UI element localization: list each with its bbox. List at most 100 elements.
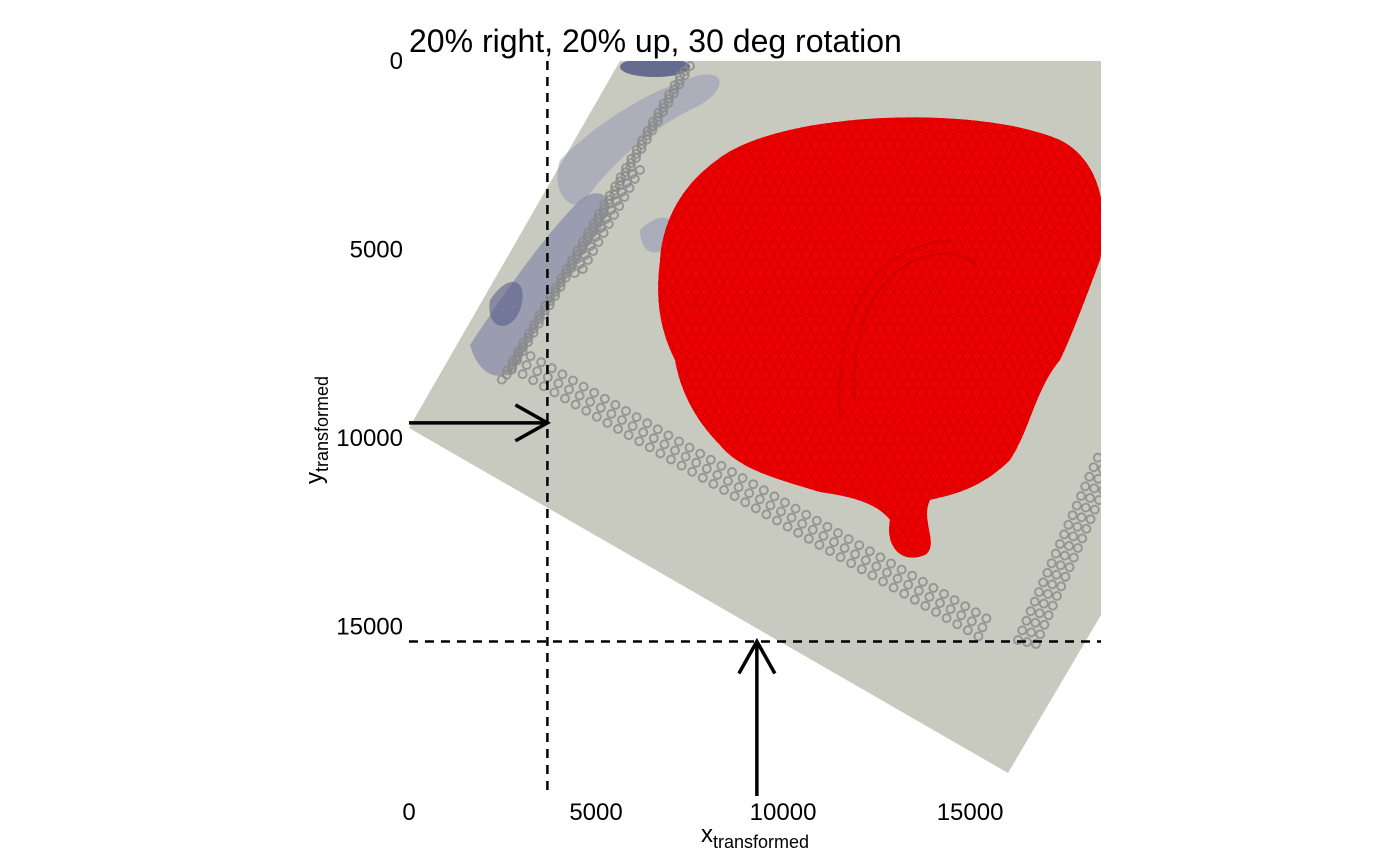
tissue-spot — [787, 333, 798, 343]
tissue-spot — [884, 508, 894, 518]
fiducial-spot — [886, 558, 896, 569]
tissue-spot — [953, 351, 963, 361]
fiducial-spot — [956, 610, 967, 621]
tissue-spot — [1100, 535, 1101, 546]
tissue-spot — [1004, 416, 1014, 426]
tissue-spot — [820, 324, 830, 334]
tissue-spot — [1064, 167, 1074, 177]
tissue-spot — [1059, 268, 1069, 279]
tissue-spot — [981, 370, 991, 380]
tissue-spot — [783, 158, 793, 168]
tissue-spot — [751, 425, 761, 435]
tissue-spot — [870, 480, 881, 490]
tissue-spot — [672, 324, 683, 334]
tissue-spot — [668, 241, 678, 251]
tissue-spot — [948, 140, 959, 150]
tissue-spot — [907, 406, 917, 417]
tissue-spot — [801, 397, 812, 407]
fiducial-spot — [676, 460, 687, 471]
tissue-spot — [962, 333, 973, 343]
tissue-spot — [902, 416, 913, 426]
tissue-spot — [732, 443, 743, 453]
tissue-spot — [755, 452, 766, 463]
tissue-spot — [870, 149, 881, 159]
tissue-spot — [829, 397, 839, 407]
tissue-spot — [677, 241, 687, 251]
tissue-spot — [999, 186, 1009, 196]
tissue-spot — [797, 351, 807, 361]
fiducial-spot — [1052, 591, 1062, 601]
tissue-spot — [889, 498, 899, 509]
fiducial-spot — [606, 408, 617, 419]
fiducial-spot — [708, 478, 719, 489]
tissue-spot — [801, 305, 812, 315]
tissue-spot — [1041, 213, 1051, 223]
tissue-spot — [971, 370, 982, 380]
tissue-spot — [1096, 232, 1101, 242]
tissue-spot — [764, 305, 775, 315]
tissue-spot — [893, 342, 904, 352]
tissue-spot — [705, 241, 715, 251]
tissue-spot — [852, 223, 862, 233]
tissue-spot — [1013, 397, 1023, 407]
tissue-spot — [916, 204, 927, 214]
tissue-spot — [787, 296, 798, 306]
tissue-spot — [1004, 397, 1014, 407]
fiducial-spot — [680, 451, 691, 462]
tissue-spot — [829, 416, 839, 426]
tissue-spot — [870, 314, 881, 325]
tissue-spot — [889, 131, 899, 141]
tissue-spot — [1008, 425, 1019, 435]
tissue-spot — [774, 452, 784, 463]
tissue-spot — [792, 250, 802, 260]
tissue-spot — [751, 204, 761, 214]
fiducial-spot — [555, 281, 566, 292]
tissue-spot — [912, 213, 922, 223]
tissue-spot — [1050, 195, 1060, 205]
fiducial-spot — [634, 436, 645, 447]
fiducial-spot — [825, 546, 835, 556]
tissue-spot — [751, 333, 761, 343]
fiducial-spot — [593, 237, 604, 247]
tissue-spot — [847, 232, 858, 242]
tissue-spot — [907, 535, 917, 546]
tissue-spot — [907, 351, 917, 361]
tissue-spot — [658, 278, 660, 288]
tissue-spot — [668, 314, 678, 325]
fiducial-spot — [1029, 596, 1040, 607]
tissue-spot — [930, 177, 940, 187]
tissue-spot — [1031, 305, 1042, 315]
tissue-spot — [1077, 158, 1088, 168]
fiducial-spot — [1072, 521, 1083, 532]
tissue-spot — [760, 241, 770, 251]
tissue-spot — [902, 232, 913, 242]
tissue-spot — [981, 131, 991, 141]
tissue-spot — [769, 223, 779, 233]
tissue-spot — [1050, 213, 1060, 223]
tissue-spot — [714, 388, 724, 398]
tissue-spot — [691, 397, 701, 407]
tissue-spot — [916, 131, 927, 141]
tissue-spot — [760, 149, 770, 159]
tissue-spot — [981, 406, 991, 417]
fiducial-spot — [655, 448, 666, 459]
tissue-spot — [981, 351, 991, 361]
tissue-spot — [962, 241, 973, 251]
tissue-spot — [783, 268, 793, 279]
tissue-spot — [829, 250, 839, 260]
tissue-spot — [709, 342, 720, 352]
tissue-spot — [769, 406, 779, 417]
tissue-spot — [971, 351, 982, 361]
tissue-spot — [976, 213, 986, 223]
tissue-spot — [764, 287, 775, 297]
tissue-spot — [1013, 158, 1023, 168]
tissue-spot — [838, 471, 848, 481]
tissue-spot — [875, 324, 885, 334]
tissue-spot — [705, 223, 715, 233]
tissue-spot — [944, 388, 954, 398]
tissue-spot — [925, 425, 936, 435]
tissue-spot — [925, 117, 936, 122]
tissue-spot — [893, 526, 904, 536]
tissue-spot — [907, 117, 917, 122]
tissue-spot — [893, 287, 904, 297]
